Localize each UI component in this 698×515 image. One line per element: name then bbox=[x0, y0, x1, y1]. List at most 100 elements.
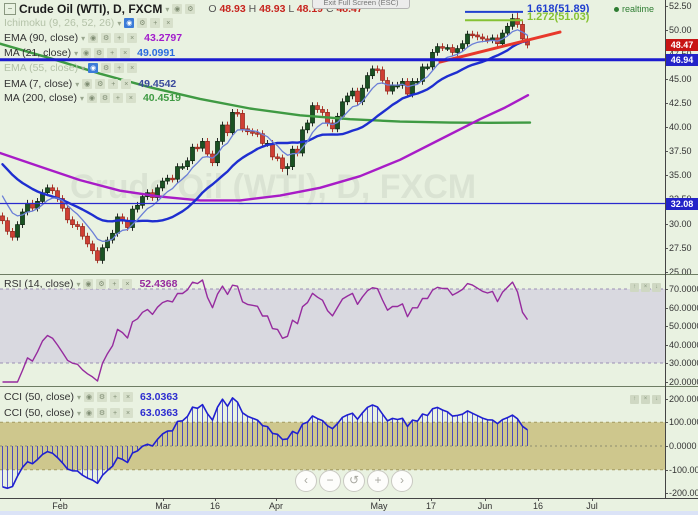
indicator-label[interactable]: Ichimoku (9, 26, 52, 26) bbox=[4, 17, 115, 29]
zoom-in-button[interactable]: + bbox=[367, 470, 389, 492]
pane-separator[interactable] bbox=[0, 386, 698, 387]
indicator-caret-icon[interactable]: ▾ bbox=[76, 279, 81, 289]
cci-axis-label[interactable]: 0.0000 bbox=[669, 441, 697, 451]
price-axis-label[interactable]: 50.00 bbox=[669, 25, 692, 35]
indicator-caret-icon[interactable]: ▾ bbox=[117, 18, 122, 28]
close-pane-button[interactable]: × bbox=[641, 395, 650, 404]
eye-icon[interactable]: ◉ bbox=[83, 279, 94, 289]
time-axis-label[interactable]: Jun bbox=[477, 501, 493, 511]
time-axis-label[interactable]: 16 bbox=[209, 501, 221, 511]
close-icon[interactable]: × bbox=[163, 18, 174, 28]
rsi-pane[interactable] bbox=[0, 274, 665, 386]
collapse-legend-icon[interactable]: − bbox=[4, 3, 16, 15]
plus-icon[interactable]: + bbox=[110, 408, 121, 418]
indicator-label[interactable]: MA (200, close) bbox=[4, 92, 77, 104]
scroll-left-button[interactable]: ‹ bbox=[295, 470, 317, 492]
gear-icon[interactable]: ⚙ bbox=[95, 79, 106, 89]
indicator-caret-icon[interactable]: ▾ bbox=[75, 79, 80, 89]
fib-level-label[interactable]: 1.272(51.03) bbox=[527, 11, 590, 23]
eye-icon[interactable]: ◉ bbox=[88, 33, 99, 43]
indicator-label[interactable]: CCI (50, close) bbox=[4, 407, 75, 419]
price-axis-label[interactable]: 42.50 bbox=[669, 98, 692, 108]
indicator-label[interactable]: RSI (14, close) bbox=[4, 278, 74, 290]
cci-axis-label[interactable]: -200.000 bbox=[669, 488, 698, 498]
close-icon[interactable]: × bbox=[123, 408, 134, 418]
symbol-caret-icon[interactable]: ▾ bbox=[165, 4, 170, 14]
indicator-caret-icon[interactable]: ▾ bbox=[79, 93, 84, 103]
move-pane-down-button[interactable]: ↓ bbox=[652, 395, 661, 404]
move-pane-down-button[interactable]: ↓ bbox=[652, 283, 661, 292]
indicator-caret-icon[interactable]: ▾ bbox=[81, 33, 86, 43]
gear-icon[interactable]: ⚙ bbox=[97, 392, 108, 402]
rsi-axis-label[interactable]: 60.0000 bbox=[669, 303, 698, 313]
close-icon[interactable]: × bbox=[125, 93, 136, 103]
time-axis-label[interactable]: 16 bbox=[532, 501, 544, 511]
pane-separator[interactable] bbox=[0, 274, 698, 275]
gear-icon[interactable]: ⚙ bbox=[137, 18, 148, 28]
price-axis-label[interactable]: 40.00 bbox=[669, 122, 692, 132]
plus-icon[interactable]: + bbox=[108, 79, 119, 89]
time-axis-label[interactable]: Mar bbox=[155, 501, 171, 511]
indicator-caret-icon[interactable]: ▾ bbox=[77, 392, 82, 402]
indicator-label[interactable]: EMA (55, close) bbox=[4, 62, 79, 74]
indicator-label[interactable]: CCI (50, close) bbox=[4, 391, 75, 403]
time-axis-label[interactable]: Jul bbox=[586, 501, 598, 511]
price-axis-label[interactable]: 45.00 bbox=[669, 74, 692, 84]
eye-icon[interactable]: ◉ bbox=[81, 48, 92, 58]
main-price-pane[interactable] bbox=[0, 0, 665, 274]
plus-icon[interactable]: + bbox=[107, 48, 118, 58]
gear-icon[interactable]: ⚙ bbox=[96, 279, 107, 289]
eye-icon[interactable]: ◉ bbox=[84, 392, 95, 402]
plus-icon[interactable]: + bbox=[114, 63, 125, 73]
indicator-label[interactable]: EMA (90, close) bbox=[4, 32, 79, 44]
plus-icon[interactable]: + bbox=[114, 33, 125, 43]
gear-icon[interactable]: ⚙ bbox=[99, 93, 110, 103]
symbol-title[interactable]: Crude Oil (WTI), D, FXCM bbox=[19, 2, 163, 16]
gear-icon[interactable]: ⚙ bbox=[97, 408, 108, 418]
rsi-axis-label[interactable]: 50.0000 bbox=[669, 321, 698, 331]
close-icon[interactable]: × bbox=[127, 33, 138, 43]
fib-level-label[interactable]: 1.618(51.89) bbox=[527, 3, 590, 15]
cci-axis-label[interactable]: -100.000 bbox=[669, 465, 698, 475]
zoom-out-button[interactable]: − bbox=[319, 470, 341, 492]
close-icon[interactable]: × bbox=[120, 48, 131, 58]
rsi-axis-label[interactable]: 30.0000 bbox=[669, 358, 698, 368]
price-axis-label[interactable]: 27.50 bbox=[669, 243, 692, 253]
price-axis-label[interactable]: 35.00 bbox=[669, 170, 692, 180]
close-icon[interactable]: × bbox=[122, 279, 133, 289]
eye-icon[interactable]: ◉ bbox=[84, 408, 95, 418]
indicator-label[interactable]: MA (21, close) bbox=[4, 47, 72, 59]
rsi-axis-label[interactable]: 70.0000 bbox=[669, 284, 698, 294]
gear-icon[interactable]: ⚙ bbox=[185, 4, 196, 14]
rsi-axis-label[interactable]: 20.0000 bbox=[669, 377, 698, 387]
time-axis-label[interactable]: Feb bbox=[52, 501, 68, 511]
exit-fullscreen-button[interactable]: Exit Full Screen (ESC) bbox=[312, 0, 410, 9]
cci-pane[interactable] bbox=[0, 386, 665, 498]
eye-icon[interactable]: ◉ bbox=[124, 18, 135, 28]
indicator-caret-icon[interactable]: ▾ bbox=[74, 48, 79, 58]
cci-axis-label[interactable]: 100.000 bbox=[669, 417, 698, 427]
close-icon[interactable]: × bbox=[123, 392, 134, 402]
gear-icon[interactable]: ⚙ bbox=[94, 48, 105, 58]
price-axis-label[interactable]: 52.50 bbox=[669, 1, 692, 11]
eye-icon[interactable]: ◉ bbox=[172, 4, 183, 14]
indicator-label[interactable]: EMA (7, close) bbox=[4, 78, 73, 90]
cci-axis-label[interactable]: 200.000 bbox=[669, 394, 698, 404]
price-axis-label[interactable]: 30.00 bbox=[669, 219, 692, 229]
plus-icon[interactable]: + bbox=[110, 392, 121, 402]
eye-icon[interactable]: ◉ bbox=[86, 93, 97, 103]
close-pane-button[interactable]: × bbox=[641, 283, 650, 292]
close-icon[interactable]: × bbox=[127, 63, 138, 73]
time-axis-label[interactable]: 17 bbox=[425, 501, 437, 511]
plus-icon[interactable]: + bbox=[150, 18, 161, 28]
gear-icon[interactable]: ⚙ bbox=[101, 33, 112, 43]
gear-icon[interactable]: ⚙ bbox=[101, 63, 112, 73]
eye-icon[interactable]: ◉ bbox=[82, 79, 93, 89]
close-icon[interactable]: × bbox=[121, 79, 132, 89]
indicator-caret-icon[interactable]: ▾ bbox=[77, 408, 82, 418]
price-axis-label[interactable]: 25.00 bbox=[669, 267, 692, 277]
rsi-axis-label[interactable]: 40.0000 bbox=[669, 340, 698, 350]
time-axis-label[interactable]: Apr bbox=[268, 501, 284, 511]
plus-icon[interactable]: + bbox=[109, 279, 120, 289]
indicator-caret-icon[interactable]: ▾ bbox=[81, 63, 86, 73]
